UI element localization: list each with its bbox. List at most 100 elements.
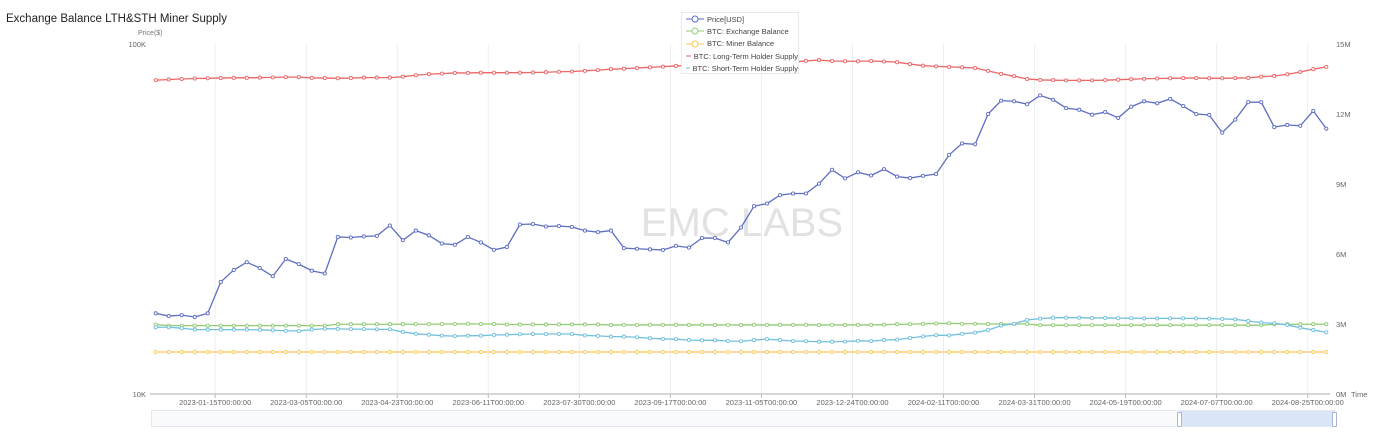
- data-point: [764, 322, 770, 327]
- data-point: [803, 322, 809, 327]
- data-point: [296, 328, 301, 334]
- data-point: [843, 176, 848, 181]
- data-point: [374, 75, 379, 80]
- legend-item-sth-supply[interactable]: BTC: Short-Term Holder Supply: [682, 62, 798, 74]
- data-point: [1025, 317, 1030, 323]
- data-point: [1324, 126, 1329, 131]
- data-point: [556, 331, 561, 337]
- data-point: [231, 323, 236, 328]
- data-point: [1298, 325, 1303, 330]
- data-point: [947, 349, 952, 355]
- data-point: [478, 240, 483, 245]
- data-point: [556, 223, 561, 229]
- data-point: [335, 234, 340, 240]
- legend-item-exchange-balance[interactable]: BTC: Exchange Balance: [682, 25, 798, 37]
- data-point: [973, 321, 978, 326]
- legend: Price[USD] BTC: Exchange Balance BTC: Mi…: [681, 12, 799, 74]
- data-point: [1155, 101, 1160, 106]
- data-point: [257, 75, 262, 80]
- data-point: [1298, 322, 1303, 327]
- data-zoom-selected-range[interactable]: [1177, 411, 1337, 427]
- data-point: [283, 349, 288, 355]
- data-point: [335, 326, 340, 331]
- data-point: [361, 349, 366, 355]
- data-zoom-right-handle[interactable]: [1332, 412, 1337, 427]
- data-point: [1116, 323, 1121, 328]
- data-point: [725, 349, 731, 355]
- data-point: [309, 268, 314, 273]
- data-point: [270, 328, 275, 333]
- data-point: [1272, 73, 1277, 79]
- legend-label: BTC: Exchange Balance: [707, 26, 789, 36]
- legend-line-circle-icon: [686, 27, 704, 35]
- data-point: [153, 311, 158, 316]
- data-point: [426, 322, 431, 327]
- data-point: [1168, 76, 1173, 81]
- data-point: [1103, 323, 1108, 328]
- data-point: [1025, 349, 1030, 355]
- data-point: [1311, 108, 1316, 113]
- legend-item-price[interactable]: Price[USD]: [682, 13, 798, 25]
- data-point: [1285, 322, 1290, 327]
- data-point: [621, 334, 626, 339]
- x-axis-label: Time: [1351, 390, 1367, 399]
- data-point: [999, 349, 1004, 355]
- data-point: [1207, 316, 1212, 321]
- data-point: [530, 349, 535, 355]
- data-point: [530, 331, 535, 337]
- data-point: [179, 313, 184, 318]
- data-point: [283, 328, 288, 333]
- data-zoom-left-handle[interactable]: [1177, 412, 1182, 427]
- data-point: [1194, 76, 1199, 81]
- data-point: [999, 323, 1004, 328]
- data-point: [504, 349, 509, 355]
- right-tick-label: 6M: [1336, 250, 1346, 259]
- data-point: [1038, 349, 1043, 355]
- x-tick-label: 2023-03-05T00:00:00: [270, 398, 342, 407]
- data-point: [1064, 315, 1069, 320]
- data-point: [361, 322, 366, 327]
- data-point: [777, 349, 783, 355]
- data-point: [751, 349, 757, 355]
- data-point: [1181, 349, 1186, 355]
- data-point: [1324, 64, 1329, 69]
- data-point: [1285, 72, 1290, 77]
- data-point: [1155, 76, 1160, 81]
- data-point: [882, 349, 887, 355]
- data-point: [777, 338, 783, 343]
- data-point: [751, 322, 757, 327]
- legend-item-lth-supply[interactable]: BTC: Long-Term Holder Supply: [682, 50, 798, 62]
- legend-item-miner-balance[interactable]: BTC: Miner Balance: [682, 38, 798, 50]
- data-point: [843, 59, 848, 64]
- data-zoom-slider[interactable]: [151, 410, 1337, 427]
- data-point: [1051, 315, 1056, 320]
- x-tick-label: 2023-06-11T00:00:00: [453, 398, 525, 407]
- data-point: [1064, 106, 1069, 111]
- data-point: [296, 262, 301, 267]
- data-point: [205, 323, 210, 328]
- data-point: [1090, 323, 1095, 328]
- data-point: [1272, 321, 1277, 326]
- data-point: [517, 70, 522, 75]
- legend-line-circle-icon: [686, 15, 704, 23]
- data-point: [608, 334, 613, 339]
- data-point: [1116, 349, 1121, 355]
- data-point: [960, 141, 965, 146]
- data-point: [491, 70, 496, 75]
- data-point: [986, 349, 991, 355]
- data-point: [257, 266, 262, 271]
- data-point: [921, 349, 926, 355]
- data-point: [699, 322, 705, 327]
- data-point: [947, 152, 952, 157]
- data-point: [556, 349, 561, 355]
- x-tick-label: 2024-07-07T00:00:00: [1181, 398, 1253, 407]
- data-point: [660, 349, 666, 355]
- data-point: [218, 327, 223, 332]
- data-point: [869, 322, 874, 327]
- data-point: [309, 349, 314, 355]
- data-point: [361, 234, 366, 239]
- data-point: [673, 337, 679, 342]
- data-point: [1181, 316, 1186, 321]
- data-point: [1259, 349, 1264, 355]
- data-point: [660, 247, 666, 252]
